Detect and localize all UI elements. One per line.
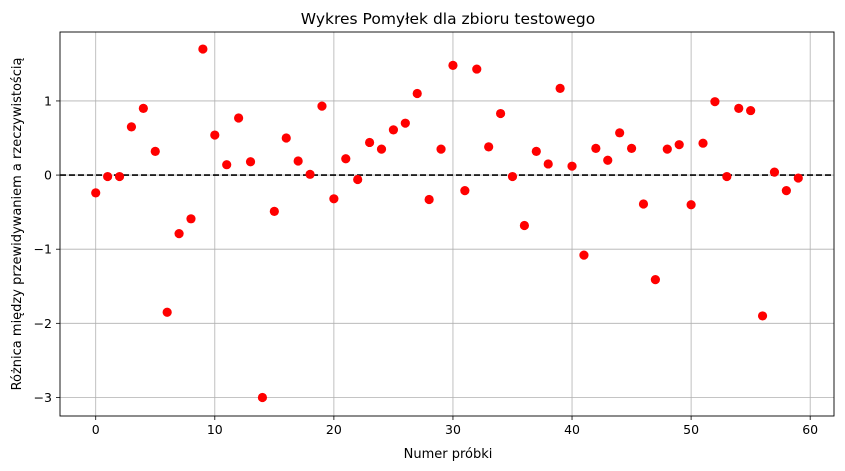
data-point <box>543 159 553 169</box>
data-point <box>567 161 577 171</box>
y-tick-label: −1 <box>34 242 52 257</box>
data-point <box>555 83 565 93</box>
data-point <box>531 146 541 156</box>
data-point <box>210 130 220 140</box>
x-tick-label: 40 <box>564 422 580 437</box>
x-tick-label: 50 <box>683 422 699 437</box>
data-point <box>484 142 494 152</box>
data-point <box>138 103 148 113</box>
data-point <box>662 144 672 154</box>
data-point <box>150 146 160 156</box>
data-point <box>114 171 125 182</box>
x-axis-label: Numer próbki <box>404 447 493 462</box>
data-point <box>91 188 101 198</box>
data-point <box>603 155 613 165</box>
data-point <box>186 214 196 224</box>
chart-title: Wykres Pomyłek dla zbioru testowego <box>301 10 595 28</box>
data-point <box>757 311 768 321</box>
y-tick-label: −2 <box>34 316 52 331</box>
x-tick-label: 20 <box>326 422 342 437</box>
data-point <box>329 194 339 204</box>
data-point <box>746 105 756 116</box>
data-point <box>103 171 113 182</box>
data-point <box>519 220 530 231</box>
y-tick-label: 1 <box>44 93 52 108</box>
x-tick-label: 30 <box>445 422 461 437</box>
plot-frame <box>59 31 835 417</box>
data-point <box>365 137 375 148</box>
y-axis-label: Różnica między przewidywaniem a rzeczywi… <box>10 58 25 391</box>
data-point <box>615 128 625 138</box>
data-point <box>412 88 422 99</box>
data-point <box>222 160 232 170</box>
data-point <box>495 108 506 119</box>
data-point <box>245 157 256 167</box>
data-point <box>579 250 589 260</box>
data-point <box>376 144 387 154</box>
data-point <box>234 113 244 123</box>
data-point <box>638 199 649 209</box>
data-point <box>281 133 291 143</box>
y-tick-label: 0 <box>44 168 52 183</box>
data-point <box>353 174 363 185</box>
data-point <box>198 44 208 54</box>
data-point <box>507 171 518 182</box>
data-point <box>626 143 637 153</box>
data-point <box>722 171 732 182</box>
data-point <box>734 103 744 113</box>
data-point <box>472 64 482 74</box>
data-point <box>793 173 803 183</box>
data-point <box>388 125 399 135</box>
data-point <box>341 154 351 164</box>
data-point <box>257 392 268 403</box>
data-points <box>91 44 803 403</box>
data-point <box>650 274 660 285</box>
x-tick-label: 0 <box>92 422 100 437</box>
data-point <box>591 143 601 153</box>
data-point <box>424 194 434 205</box>
data-point <box>674 140 684 150</box>
data-point <box>400 118 410 128</box>
data-point <box>162 307 172 317</box>
data-point <box>448 60 458 70</box>
data-point <box>126 122 137 132</box>
data-point <box>710 97 720 107</box>
data-point <box>317 101 327 111</box>
data-point <box>769 167 780 177</box>
data-point <box>781 186 791 196</box>
data-point <box>460 186 470 196</box>
x-tick-label: 10 <box>207 422 223 437</box>
data-point <box>305 169 315 179</box>
data-point <box>698 138 708 148</box>
x-tick-label: 60 <box>802 422 818 437</box>
y-ticks: −3 −2 −1 0 1 <box>34 93 60 405</box>
x-ticks: 0 10 20 30 40 50 60 <box>92 416 818 437</box>
y-tick-label: −3 <box>34 390 52 405</box>
data-point <box>269 206 279 216</box>
data-point <box>293 156 303 166</box>
data-point <box>436 144 446 154</box>
data-point <box>686 200 696 210</box>
data-point <box>174 229 184 239</box>
grid <box>60 32 834 416</box>
